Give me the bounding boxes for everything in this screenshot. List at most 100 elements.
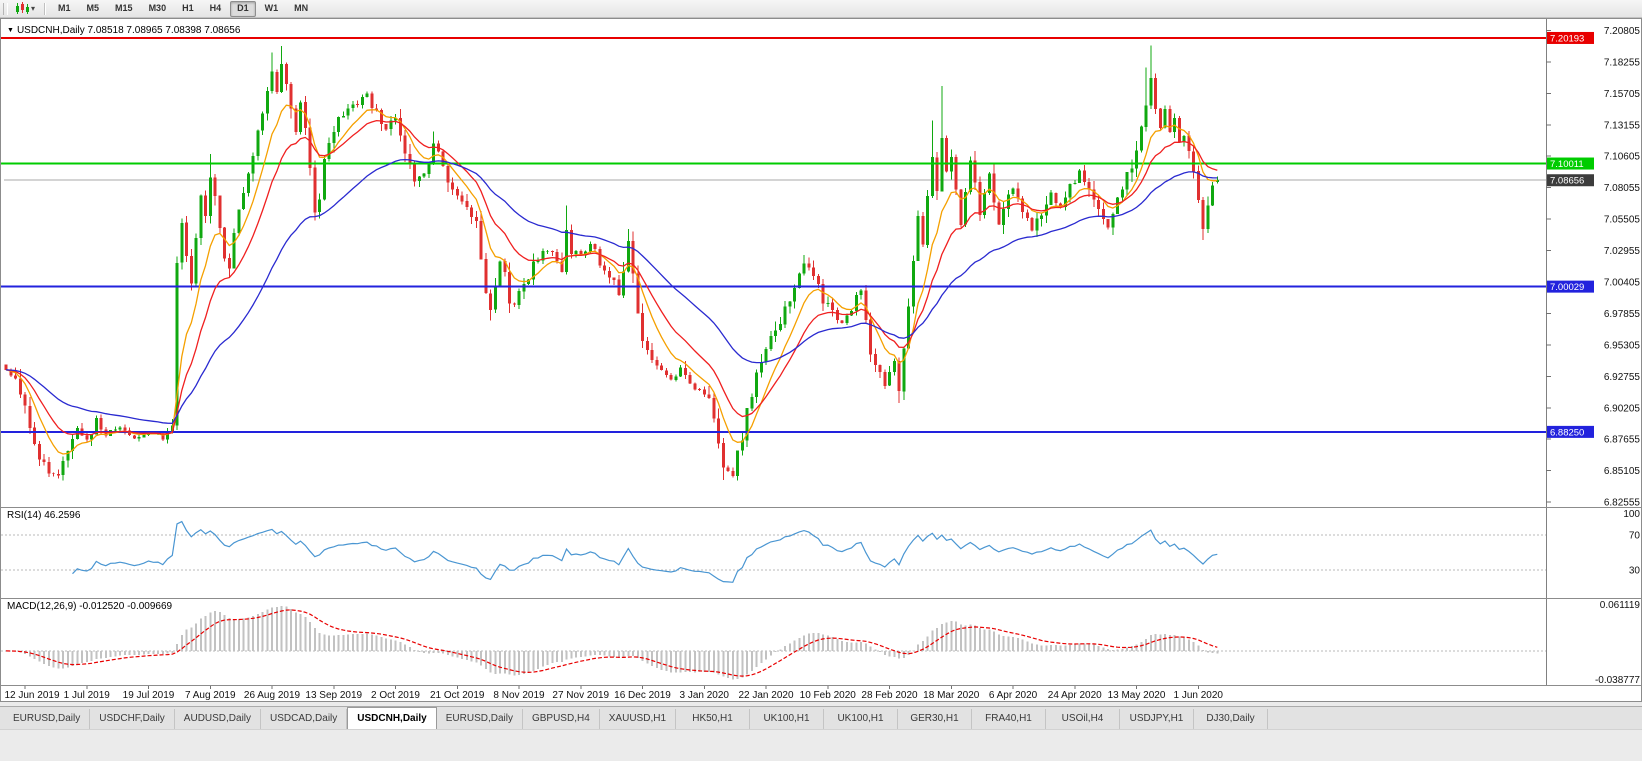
svg-text:6.92755: 6.92755 xyxy=(1604,372,1641,383)
svg-text:-0.038777: -0.038777 xyxy=(1595,675,1640,686)
svg-text:7.00405: 7.00405 xyxy=(1604,277,1641,288)
svg-text:27 Nov 2019: 27 Nov 2019 xyxy=(552,690,609,701)
main-plot-area[interactable] xyxy=(4,20,1546,506)
chart-tab-usoil-h4-13[interactable]: USOil,H4 xyxy=(1046,709,1121,729)
svg-text:3 Jan 2020: 3 Jan 2020 xyxy=(680,690,730,701)
moving-averages xyxy=(5,104,1218,455)
chart-tab-eurusd-daily-0[interactable]: EURUSD,Daily xyxy=(4,709,91,729)
down-candle-bodies xyxy=(4,63,1205,476)
chart-canvas: 7.20805 7.18255 7.15705 7.13155 7.10605 7.080… xyxy=(0,18,1642,702)
chart-tab-usdchf-daily-1[interactable]: USDCHF,Daily xyxy=(90,709,175,729)
svg-text:7.10605: 7.10605 xyxy=(1604,152,1641,163)
svg-text:7.10011: 7.10011 xyxy=(1550,159,1584,170)
macd-pane: 0.061119 -0.038777 xyxy=(1,600,1640,686)
chart-tab-uk100-h1-9[interactable]: UK100,H1 xyxy=(750,709,825,729)
svg-text:7.08656: 7.08656 xyxy=(1550,176,1584,187)
svg-text:1 Jun 2020: 1 Jun 2020 xyxy=(1174,690,1224,701)
svg-text:24 Apr 2020: 24 Apr 2020 xyxy=(1048,690,1102,701)
main-chart-pane xyxy=(4,45,1546,481)
rsi-indicator-label: RSI(14) 46.2596 xyxy=(7,510,81,521)
chart-tab-usdcnh-daily-4[interactable]: USDCNH,Daily xyxy=(347,707,437,729)
chart-tab-hk50-h1-8[interactable]: HK50,H1 xyxy=(676,709,751,729)
svg-text:21 Oct 2019: 21 Oct 2019 xyxy=(430,690,485,701)
chart-tab-audusd-daily-2[interactable]: AUDUSD,Daily xyxy=(174,709,262,729)
svg-text:0.061119: 0.061119 xyxy=(1600,600,1641,611)
svg-text:8 Nov 2019: 8 Nov 2019 xyxy=(493,690,545,701)
svg-text:12 Jun 2019: 12 Jun 2019 xyxy=(4,690,59,701)
svg-text:7.08055: 7.08055 xyxy=(1604,183,1641,194)
svg-text:6.87655: 6.87655 xyxy=(1604,435,1641,446)
timeframe-toolbar: ▾ M1 M5 M15 M30 H1 H4 D1 W1 MN xyxy=(0,0,1642,18)
svg-text:30: 30 xyxy=(1629,565,1641,576)
svg-text:7.15705: 7.15705 xyxy=(1604,89,1641,100)
chart-title-text: USDCNH,Daily 7.08518 7.08965 7.08398 7.0… xyxy=(16,25,241,36)
chart-tab-fra40-h1-12[interactable]: FRA40,H1 xyxy=(972,709,1047,729)
current-price-badge xyxy=(1547,174,1594,187)
price-axis[interactable]: 7.20805 7.18255 7.15705 7.13155 7.10605 7.080… xyxy=(1546,18,1640,685)
svg-text:13 May 2020: 13 May 2020 xyxy=(1108,690,1166,701)
svg-text:6.97855: 6.97855 xyxy=(1604,309,1641,320)
svg-text:22 Jan 2020: 22 Jan 2020 xyxy=(738,690,793,701)
timeframe-button-m30[interactable]: M30 xyxy=(148,2,167,13)
rsi-pane: 100 70 30 xyxy=(1,509,1641,583)
svg-text:7 Aug 2019: 7 Aug 2019 xyxy=(185,690,236,701)
timeframe-button-m5[interactable]: M5 xyxy=(86,2,100,13)
timeframe-buttons: M1 M5 M15 M30 H1 H4 D1 W1 MN xyxy=(50,0,316,17)
macd-plot-area[interactable] xyxy=(4,599,1546,685)
rsi-plot-area[interactable] xyxy=(4,508,1546,597)
svg-text:13 Sep 2019: 13 Sep 2019 xyxy=(305,690,362,701)
timeframe-button-m15[interactable]: M15 xyxy=(115,2,133,13)
price-badge-7.20193 xyxy=(1547,31,1594,44)
svg-text:19 Jul 2019: 19 Jul 2019 xyxy=(123,690,175,701)
chart-tab-eurusd-daily-5[interactable]: EURUSD,Daily xyxy=(436,709,523,729)
chart-tab-usdcad-daily-3[interactable]: USDCAD,Daily xyxy=(261,709,348,729)
chart-menu-icon[interactable]: ▼ xyxy=(7,27,14,34)
horizontal-lines[interactable] xyxy=(1,36,1546,433)
toolbar-separator xyxy=(44,2,46,15)
chart-title: ▼ USDCNH,Daily 7.08518 7.08965 7.08398 7.… xyxy=(7,25,240,36)
time-axis[interactable]: 12 Jun 2019 1 Jul 2019 19 Jul 2019 7 Aug 20… xyxy=(4,685,1223,701)
svg-text:7.20805: 7.20805 xyxy=(1604,26,1641,37)
ma-medium-line xyxy=(5,119,1218,436)
timeframe-button-mn[interactable]: MN xyxy=(294,2,309,13)
svg-text:7.13155: 7.13155 xyxy=(1604,120,1641,131)
chart-type-icon[interactable] xyxy=(14,2,30,16)
timeframe-button-h4[interactable]: H4 xyxy=(209,2,222,13)
ma-slow-line xyxy=(5,158,1218,424)
svg-text:16 Dec 2019: 16 Dec 2019 xyxy=(614,690,671,701)
svg-text:7.20193: 7.20193 xyxy=(1550,33,1584,44)
price-badge-7.00029 xyxy=(1547,280,1594,293)
chart-tab-xauusd-h1-7[interactable]: XAUUSD,H1 xyxy=(599,709,677,729)
chart-tab-bar: EURUSD,Daily USDCHF,Daily AUDUSD,Daily USDC… xyxy=(0,706,1642,729)
svg-text:6.90205: 6.90205 xyxy=(1604,403,1641,414)
timeframe-button-h1[interactable]: H1 xyxy=(182,2,194,13)
price-badge-6.88250 xyxy=(1547,425,1594,438)
chart-tab-usdjpy-h1-14[interactable]: USDJPY,H1 xyxy=(1120,709,1195,729)
toolbar-grip[interactable] xyxy=(3,2,8,15)
price-badge-7.10011 xyxy=(1547,157,1594,170)
chart-tab-dj30-daily-15[interactable]: DJ30,Daily xyxy=(1194,709,1269,729)
svg-text:1 Jul 2019: 1 Jul 2019 xyxy=(64,690,111,701)
svg-text:100: 100 xyxy=(1623,509,1640,520)
rsi-line xyxy=(72,520,1218,583)
svg-text:7.18255: 7.18255 xyxy=(1604,57,1641,68)
svg-text:6.82555: 6.82555 xyxy=(1604,498,1641,509)
timeframe-button-w1[interactable]: W1 xyxy=(264,2,279,13)
svg-text:6.85105: 6.85105 xyxy=(1604,466,1641,477)
svg-text:7.02955: 7.02955 xyxy=(1604,246,1641,257)
ma-fast-line xyxy=(5,104,1218,455)
chart-type-dropdown-icon[interactable]: ▾ xyxy=(31,3,36,13)
timeframe-button-d1[interactable]: D1 xyxy=(230,0,256,17)
status-bar xyxy=(0,729,1642,761)
svg-text:10 Feb 2020: 10 Feb 2020 xyxy=(800,690,857,701)
svg-text:26 Aug 2019: 26 Aug 2019 xyxy=(244,690,301,701)
chart-tab-gbpusd-h4-6[interactable]: GBPUSD,H4 xyxy=(522,709,600,729)
chart-tab-ger30-h1-11[interactable]: GER30,H1 xyxy=(898,709,973,729)
svg-text:2 Oct 2019: 2 Oct 2019 xyxy=(371,690,420,701)
macd-histogram xyxy=(9,606,1219,680)
chart-tab-uk100-h1-10[interactable]: UK100,H1 xyxy=(824,709,899,729)
svg-text:6 Apr 2020: 6 Apr 2020 xyxy=(989,690,1038,701)
svg-text:7.05505: 7.05505 xyxy=(1604,215,1641,226)
timeframe-button-m1[interactable]: M1 xyxy=(58,2,71,13)
